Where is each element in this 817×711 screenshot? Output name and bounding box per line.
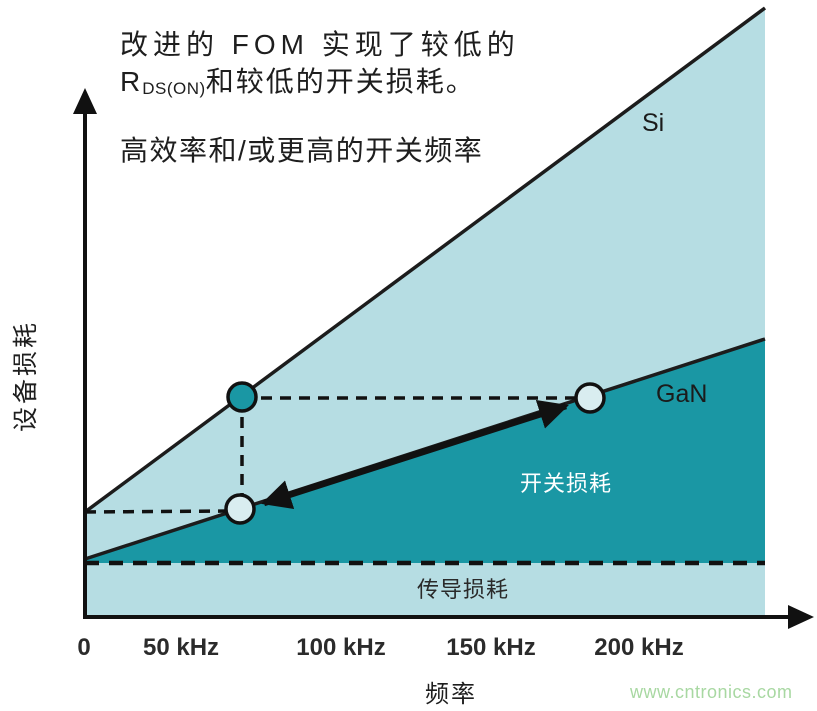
rdson-symbol: R (120, 66, 143, 97)
watermark-text: www.cntronics.com (630, 682, 793, 702)
x-tick-100khz: 100 kHz (296, 634, 386, 661)
annotation-line1: 改进的 FOM 实现了较低的 (120, 29, 520, 60)
axis-to-gan-marker-dashed-connector (84, 509, 231, 514)
y-axis-arrowhead-icon (73, 88, 97, 114)
annotation-line2-rest: 和较低的开关损耗。 (205, 66, 476, 97)
x-axis-title: 频率 (425, 681, 477, 708)
switching-loss-region-label: 开关损耗 (520, 471, 613, 496)
x-tick-150khz: 150 kHz (446, 634, 536, 661)
si-line (83, 6, 767, 514)
si-series-label: Si (642, 109, 665, 137)
gan-series-label: GaN (656, 380, 708, 408)
frequency-shift-double-arrow (261, 399, 569, 510)
x-tick-50khz: 50 kHz (142, 634, 220, 661)
y-axis-title: 设备损耗 (12, 319, 40, 433)
si-marker-50khz (226, 381, 258, 413)
x-tick-200khz: 200 kHz (594, 634, 684, 661)
gan-marker-50khz (224, 493, 256, 525)
annotation-line3: 高效率和/或更高的开关频率 (120, 135, 484, 166)
gan-marker-166khz (574, 382, 606, 414)
conduction-loss-region-label: 传导损耗 (417, 577, 510, 602)
x-tick-0: 0 (77, 634, 91, 661)
x-axis-arrowhead-icon (788, 605, 814, 629)
rdson-subscript: DS(ON) (142, 79, 206, 98)
annotation-text-block: 改进的 FOM 实现了较低的 RDS(ON)和较低的开关损耗。 高效率和/或更高… (120, 26, 520, 169)
annotation-line2: RDS(ON)和较低的开关损耗。 (120, 63, 520, 107)
